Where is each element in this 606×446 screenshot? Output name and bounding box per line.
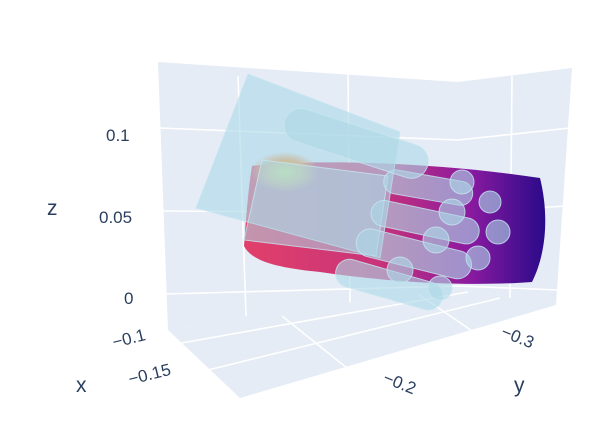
finger-joint (386, 256, 414, 284)
x-axis-ticks: −0.1 −0.15 (110, 325, 172, 389)
finger-joint (449, 169, 475, 195)
gridline (457, 285, 559, 291)
mesh-trace (195, 73, 511, 311)
z-tick-label: 0 (124, 289, 133, 308)
z-axis-ticks: 0.1 0.05 0 (99, 126, 133, 308)
x-axis-title: x (76, 374, 87, 397)
gridline (457, 127, 571, 141)
gridline (281, 315, 373, 389)
z-tick-label: 0.1 (106, 126, 130, 145)
finger-joint (438, 198, 466, 226)
finger-upper (283, 107, 429, 179)
finger-joint (465, 245, 491, 271)
finger-2 (370, 199, 480, 245)
z-axis-title: z (47, 197, 58, 220)
gridline (199, 297, 501, 373)
x-tick-label: −0.15 (126, 360, 172, 389)
finger-joint (427, 275, 453, 301)
y-tick-label: −0.2 (381, 368, 419, 398)
x-tick-label: −0.1 (110, 325, 147, 352)
y-tick-label: −0.3 (499, 322, 537, 352)
floor-plane (168, 288, 556, 398)
finger-joint (485, 219, 511, 245)
z-tick-label: 0.05 (99, 208, 132, 227)
finger-1 (383, 169, 474, 206)
y-axis-title: y (514, 374, 525, 397)
finger-joint (478, 190, 502, 214)
finger-joint (422, 226, 450, 254)
